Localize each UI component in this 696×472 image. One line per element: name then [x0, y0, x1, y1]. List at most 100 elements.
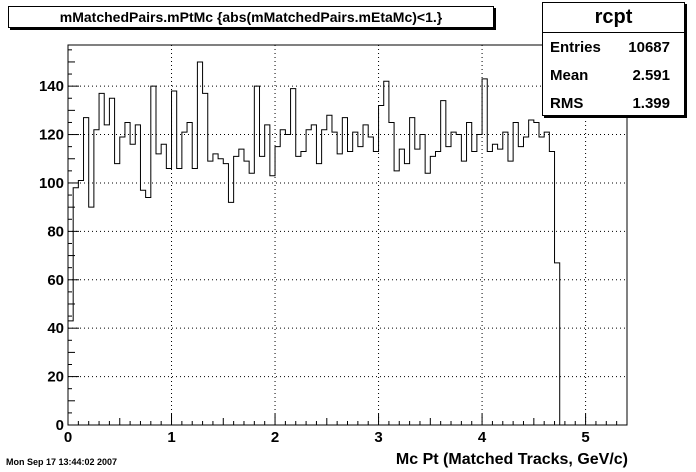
histogram-bin [270, 176, 275, 425]
histogram-bin [337, 154, 342, 425]
histogram-bin [446, 147, 451, 425]
histogram-bin [441, 101, 446, 425]
histogram-bin [348, 151, 353, 425]
stats-mean-label: Mean [550, 66, 589, 84]
y-tick-label: 140 [39, 78, 64, 95]
histogram-outline [67, 61, 627, 426]
x-axis: 0 1 2 3 4 5 [64, 414, 628, 446]
histogram-bin [234, 156, 239, 425]
histogram-bin [420, 135, 425, 425]
x-tick-label: 5 [581, 429, 589, 446]
histogram-bin [498, 149, 503, 425]
y-tick-label: 120 [39, 127, 64, 144]
histogram-bin [492, 144, 497, 425]
x-tick-label: 0 [64, 429, 72, 446]
histogram-bin [146, 197, 151, 425]
stats-rms-value: 1.399 [632, 94, 670, 112]
histogram-bin [477, 135, 482, 425]
stats-row-rms: RMS 1.399 [543, 89, 684, 117]
stats-entries-value: 10687 [628, 38, 670, 56]
histogram-title-box: mMatchedPairs.mPtMc {abs(mMatchedPairs.m… [8, 6, 494, 28]
histogram-bin [182, 132, 187, 425]
histogram-bin [109, 98, 114, 425]
histogram-bin [435, 151, 440, 425]
histogram-bin [363, 125, 368, 425]
histogram-bin [410, 118, 415, 425]
histogram-bin [518, 147, 523, 425]
histogram-bin [94, 130, 99, 425]
histogram-bin [529, 120, 534, 425]
histogram-bin [503, 132, 508, 425]
y-tick-label: 0 [56, 417, 64, 434]
histogram-bin [332, 132, 337, 425]
stats-entries-label: Entries [550, 38, 601, 56]
histogram-bin [482, 79, 487, 425]
histogram-bin [306, 130, 311, 425]
histogram-bin [265, 125, 270, 425]
histogram-bin [549, 151, 554, 425]
histogram-bin [223, 164, 228, 425]
grid-lines [68, 45, 627, 425]
histogram-bin [544, 132, 549, 425]
histogram-bin [197, 62, 202, 425]
histogram-bin [322, 130, 327, 425]
y-tick-label: 60 [47, 272, 64, 289]
stats-mean-value: 2.591 [632, 66, 670, 84]
x-tick-label: 2 [271, 429, 279, 446]
histogram-bin [379, 106, 384, 425]
histogram-bin [208, 161, 213, 425]
histogram-bin [353, 132, 358, 425]
histogram-bin [534, 122, 539, 425]
histogram-bin [415, 149, 420, 425]
histogram-bin [275, 147, 280, 425]
y-tick-label: 40 [47, 320, 64, 337]
histogram-bin [89, 207, 94, 425]
histogram-bin [187, 122, 192, 425]
stats-box: rcpt Entries 10687 Mean 2.591 RMS 1.399 [542, 2, 685, 116]
histogram-bin [311, 125, 316, 425]
histogram-bin [451, 132, 456, 425]
histogram-bin [249, 173, 254, 425]
histogram-bin [461, 161, 466, 425]
histogram-bin [513, 122, 518, 425]
x-tick-label: 4 [478, 429, 487, 446]
histogram-bin [99, 93, 104, 425]
histogram-bin [192, 168, 197, 425]
histogram-bin [68, 321, 73, 425]
histogram-bin [151, 86, 156, 425]
histogram-bin [135, 125, 140, 425]
histogram-bin [125, 122, 130, 425]
y-tick-label: 80 [47, 223, 64, 240]
histogram-bin [244, 161, 249, 425]
histogram-bin [342, 118, 347, 425]
histogram-bin [456, 135, 461, 425]
histogram-bin [166, 168, 171, 425]
histogram-bin [384, 81, 389, 425]
histogram-bin [104, 125, 109, 425]
histogram-bin [73, 188, 78, 425]
histogram-bin [280, 130, 285, 425]
histogram-bin [425, 173, 430, 425]
histogram-bin [156, 154, 161, 425]
histogram-bin [218, 159, 223, 425]
histogram-bin [120, 137, 125, 425]
histogram-bin [327, 115, 332, 425]
x-tick-label: 1 [167, 429, 175, 446]
histogram-bin [394, 171, 399, 425]
stats-row-mean: Mean 2.591 [543, 61, 684, 89]
histogram-title: mMatchedPairs.mPtMc {abs(mMatchedPairs.m… [59, 9, 443, 25]
histogram-bin [358, 147, 363, 425]
histogram-bin [430, 156, 435, 425]
histogram-bin [239, 149, 244, 425]
histogram-bin [373, 151, 378, 425]
histogram-bin [523, 137, 528, 425]
histogram-series [67, 61, 627, 426]
stats-row-entries: Entries 10687 [543, 33, 684, 61]
histogram-bin [78, 181, 83, 425]
histogram-bin [404, 164, 409, 425]
histogram-bin [177, 168, 182, 425]
histogram-bin [285, 135, 290, 425]
histogram-bin [467, 122, 472, 425]
x-tick-label: 3 [374, 429, 382, 446]
